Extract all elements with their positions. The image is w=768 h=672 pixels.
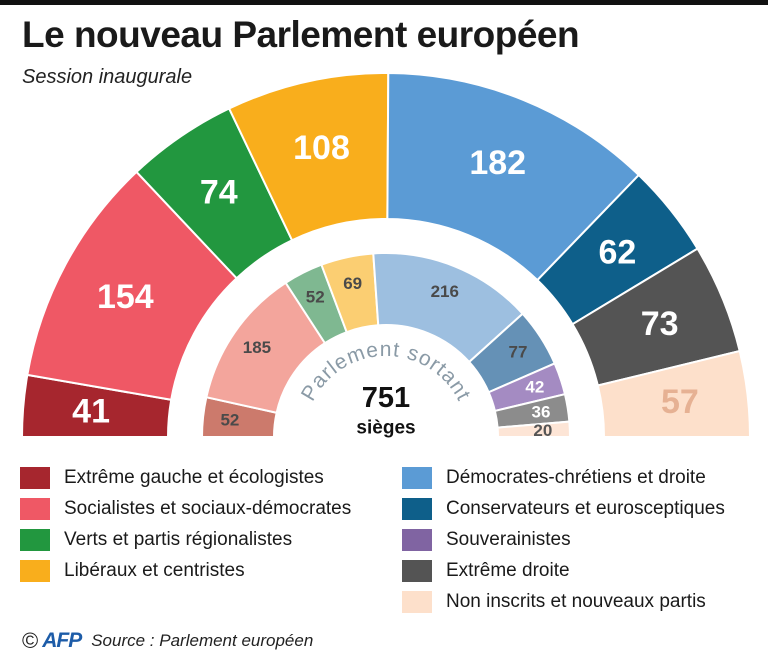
legend-label: Socialistes et sociaux-démocrates — [64, 498, 352, 519]
legend-label: Souverainistes — [446, 529, 571, 550]
source-note: Source : Parlement européen — [91, 631, 314, 650]
legend-item-non-inscrits-et-nouveaux-partis: Non inscrits et nouveaux partis — [402, 590, 706, 614]
legend-label: Extrême gauche et écologistes — [64, 467, 324, 488]
legend-item-souverainistes: Souverainistes — [402, 528, 571, 552]
prev-seat-verts-et-partis-regionalistes-value-label: 52 — [306, 287, 325, 306]
prev-seat-non-inscrits-et-nouveaux-partis-value-label: 20 — [533, 421, 552, 440]
chart-subtitle: Session inaugurale — [22, 66, 193, 88]
prev-seat-socialistes-et-sociaux-democrates-value-label: 185 — [243, 338, 271, 357]
top-rule — [0, 0, 768, 5]
chart-title: Le nouveau Parlement européen — [22, 14, 580, 55]
seat-extreme-droite-value-label: 73 — [641, 305, 679, 343]
legend-item-extreme-gauche-et-ecologistes: Extrême gauche et écologistes — [20, 466, 324, 490]
legend-item-democrates-chretiens-et-droite: Démocrates-chrétiens et droite — [402, 466, 706, 490]
legend-label: Libéraux et centristes — [64, 560, 245, 581]
prev-seat-extreme-gauche-et-ecologistes-value-label: 52 — [220, 410, 239, 429]
seat-extreme-gauche-et-ecologistes-value-label: 41 — [72, 393, 110, 431]
legend-swatch — [402, 467, 432, 489]
legend-item-socialistes-et-sociaux-democrates: Socialistes et sociaux-démocrates — [20, 497, 351, 521]
legend-swatch — [20, 467, 50, 489]
legend-label: Extrême droite — [446, 560, 570, 581]
legend-label: Conservateurs et eurosceptiques — [446, 498, 725, 519]
seat-conservateurs-et-eurosceptiques-value-label: 62 — [598, 233, 636, 271]
legend-item-verts-et-partis-regionalistes: Verts et partis régionalistes — [20, 528, 292, 552]
legend-swatch — [402, 591, 432, 613]
legend-swatch — [20, 560, 50, 582]
total-seats-value: 751 — [362, 382, 410, 414]
legend-item-conservateurs-et-eurosceptiques: Conservateurs et eurosceptiques — [402, 497, 725, 521]
afp-logo: AFP — [42, 629, 82, 652]
seat-non-inscrits-et-nouveaux-partis-segment — [596, 349, 752, 438]
legend-label: Non inscrits et nouveaux partis — [446, 591, 706, 612]
legend-item-extreme-droite: Extrême droite — [402, 559, 570, 583]
prev-seat-non-inscrits-et-nouveaux-partis-segment — [496, 420, 572, 438]
legend-swatch — [20, 529, 50, 551]
legend-label: Verts et partis régionalistes — [64, 529, 293, 550]
legend-item-liberaux-et-centristes: Libéraux et centristes — [20, 559, 245, 583]
seat-verts-et-partis-regionalistes-value-label: 74 — [200, 174, 238, 212]
prev-seat-democrates-chretiens-et-droite-value-label: 216 — [431, 282, 459, 301]
legend-swatch — [402, 529, 432, 551]
prev-seat-liberaux-et-centristes-value-label: 69 — [343, 274, 362, 293]
legend-swatch — [402, 498, 432, 520]
legend: Extrême gauche et écologistes Socialistes… — [0, 466, 768, 626]
footer: © AFP Source : Parlement européen — [22, 628, 313, 654]
seat-democrates-chretiens-et-droite-value-label: 182 — [469, 144, 526, 182]
seat-liberaux-et-centristes-value-label: 108 — [293, 129, 350, 167]
prev-seat-souverainistes-value-label: 42 — [525, 378, 544, 397]
prev-seat-extreme-droite-value-label: 36 — [532, 403, 551, 422]
total-seats-unit: sièges — [356, 418, 415, 439]
legend-swatch — [402, 560, 432, 582]
copyright-symbol: © — [22, 628, 39, 653]
seat-non-inscrits-et-nouveaux-partis-value-label: 57 — [661, 383, 699, 421]
prev-seat-conservateurs-et-eurosceptiques-value-label: 77 — [509, 342, 528, 361]
seat-socialistes-et-sociaux-democrates-value-label: 154 — [97, 278, 154, 316]
legend-label: Démocrates-chrétiens et droite — [446, 467, 706, 488]
legend-swatch — [20, 498, 50, 520]
